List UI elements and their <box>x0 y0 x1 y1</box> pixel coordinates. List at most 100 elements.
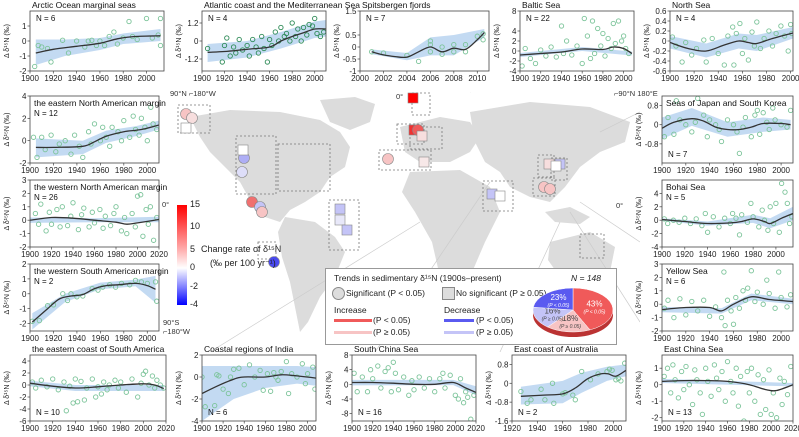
sample-count-label: N = 13 <box>668 408 692 417</box>
data-point <box>741 418 747 421</box>
data-point <box>278 368 284 375</box>
x-tick-label: 1940 <box>709 74 727 83</box>
data-point <box>457 376 464 382</box>
sample-count-label: N = 2 <box>518 408 538 417</box>
data-point <box>776 269 782 275</box>
data-point <box>127 282 133 288</box>
x-tick-label: 2020 <box>467 424 485 433</box>
data-point <box>706 313 713 319</box>
data-point <box>728 308 734 314</box>
y-tick-label: -2 <box>19 243 27 252</box>
data-point <box>558 23 565 29</box>
y-axis-label: Δ δ¹⁵N (‰) <box>636 196 643 230</box>
plot-svg: 1900 1920 1940 1960 1980 2000 -0.6-0.4-0.200.2… <box>644 7 799 83</box>
data-point <box>705 378 711 385</box>
sample-count-label: N = 7 <box>668 150 688 159</box>
plot-svg: 1900 1920 1940 1960 1980 2000 2020 -2 -1 0 1 2 3 Δ δ¹… <box>4 176 168 259</box>
data-point <box>788 363 793 370</box>
data-point <box>382 368 388 375</box>
panel-title: Coastal regions of India <box>204 344 294 354</box>
data-point <box>704 229 711 235</box>
data-point <box>220 386 226 392</box>
trend-legend: Trends in sedimentary δ¹⁵N (1900s–presen… <box>325 268 617 345</box>
data-point <box>148 104 154 110</box>
increase-sig-label: (P < 0.05) <box>373 315 411 325</box>
data-point <box>591 50 598 57</box>
y-tick-label: -4 <box>191 417 199 426</box>
x-tick-label: 1920 <box>503 424 521 433</box>
x-tick-label: 2000 <box>762 424 780 433</box>
trend-line <box>662 296 793 312</box>
data-point <box>54 206 60 213</box>
data-point <box>427 49 434 55</box>
data-point <box>683 39 689 46</box>
sample-count-label: N = 6 <box>36 14 56 23</box>
data-point <box>309 23 316 29</box>
x-tick-label: 2000 <box>446 424 464 433</box>
y-tick-label: 2 <box>654 203 659 212</box>
data-point <box>267 388 274 394</box>
data-point <box>302 380 309 387</box>
y-tick-label: 0 <box>22 137 27 146</box>
y-tick-label: 0 <box>194 373 199 382</box>
panel-north-sea: 1900 1920 1940 1960 1980 2000 -0.6 -0.4 -0.2 0 0.2… <box>640 0 799 87</box>
data-point <box>752 298 758 305</box>
data-point <box>748 200 754 207</box>
data-point <box>671 314 677 321</box>
trend-line <box>662 212 793 225</box>
data-point <box>772 305 778 311</box>
data-point <box>86 224 92 230</box>
data-point <box>227 374 234 380</box>
x-tick-label: 2000 <box>615 74 633 83</box>
x-tick-label: 1980 <box>426 424 444 433</box>
trend-line <box>35 35 161 54</box>
sample-count-label: N = 12 <box>34 109 58 118</box>
data-point <box>618 38 625 44</box>
data-point <box>618 378 624 384</box>
data-point <box>730 390 736 396</box>
pie-slice-decrease_sig <box>532 287 574 311</box>
data-point <box>266 36 273 43</box>
data-point <box>81 397 88 403</box>
x-tick-label: 1900 <box>661 74 679 83</box>
x-tick-label: 1900 <box>653 250 671 259</box>
x-tick-label: 1900 <box>193 424 211 433</box>
y-tick-label: -8 <box>341 410 349 419</box>
data-point <box>622 360 626 366</box>
data-point <box>532 60 539 67</box>
y-axis-label: Δ δ¹⁵N (‰) <box>176 24 183 58</box>
data-point <box>304 371 311 377</box>
panel-the-eastern-north-american-margin: 1900 1920 1940 1960 1980 2000 -2 0 2 4 Δ δ¹⁵N (‰) t… <box>0 92 166 179</box>
data-point <box>570 392 576 398</box>
data-point <box>134 193 141 199</box>
data-point <box>739 50 746 57</box>
data-point <box>271 369 277 376</box>
data-point <box>766 290 772 297</box>
map-marker-circle <box>544 183 556 195</box>
x-tick-label: 1960 <box>256 424 274 433</box>
data-point <box>749 29 755 35</box>
data-point <box>70 200 76 206</box>
coord-zero-lat-left: 0° <box>162 200 170 209</box>
region-boxes <box>177 92 605 260</box>
data-point <box>310 364 316 370</box>
y-tick-label: 2 <box>22 369 27 378</box>
data-point <box>665 220 671 227</box>
data-point <box>63 408 69 414</box>
data-point <box>432 389 438 395</box>
plot-frame <box>661 263 794 332</box>
y-tick-label: -2 <box>191 395 199 404</box>
data-point <box>111 210 117 217</box>
data-point <box>32 210 39 217</box>
data-point <box>703 59 709 65</box>
data-point <box>385 365 391 371</box>
data-point <box>787 292 793 298</box>
data-point <box>106 382 112 388</box>
y-tick-label: 0 <box>22 381 27 390</box>
data-point <box>59 37 66 43</box>
confidence-band <box>520 47 632 57</box>
data-point <box>111 29 117 35</box>
data-point <box>733 215 739 221</box>
x-tick-label: 2002 <box>375 74 393 83</box>
data-point <box>107 222 114 229</box>
